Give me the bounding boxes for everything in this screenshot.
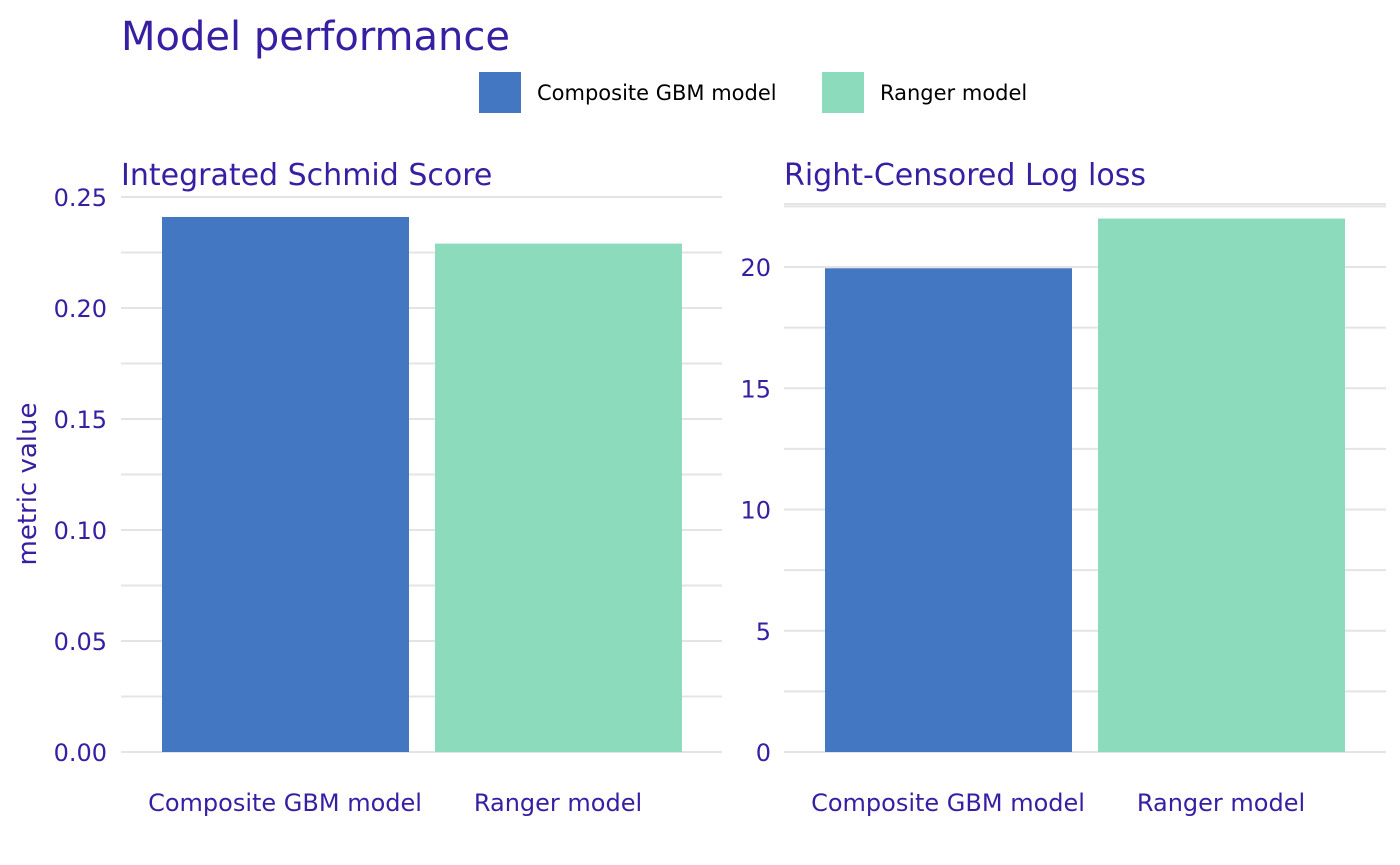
x-tick-label: Composite GBM model <box>811 789 1085 817</box>
y-tick-label: 0.10 <box>54 517 107 545</box>
y-tick-label: 15 <box>740 375 771 403</box>
x-tick-label: Ranger model <box>1137 789 1305 817</box>
legend-swatch-gbm <box>479 72 521 113</box>
bar <box>1098 218 1345 752</box>
y-tick-label: 5 <box>756 618 771 646</box>
panel-right-censored-log-loss: 0 5 10 15 20 Composite GBM model Ranger model R… <box>740 158 1386 817</box>
bar <box>162 216 409 753</box>
bar <box>825 268 1072 752</box>
legend: Composite GBM model Ranger model <box>479 72 1027 113</box>
legend-swatch-ranger <box>822 72 864 113</box>
x-tick-label: Composite GBM model <box>148 789 422 817</box>
y-tick-label: 0.15 <box>54 406 107 434</box>
legend-label-gbm: Composite GBM model <box>537 81 777 105</box>
y-tick-label: 0.25 <box>54 184 107 212</box>
y-tick-label: 0.00 <box>54 739 107 767</box>
y-tick-label: 0.05 <box>54 628 107 656</box>
y-tick-label: 0.20 <box>54 295 107 323</box>
panel-integrated-schmid-score: 0.00 0.05 0.10 0.15 0.20 0.25 Composite GBM mo… <box>54 158 722 817</box>
legend-label-ranger: Ranger model <box>880 81 1027 105</box>
bar <box>435 243 682 752</box>
y-axis-label: metric value <box>13 402 43 565</box>
y-tick-label: 0 <box>756 739 771 767</box>
x-tick-label: Ranger model <box>474 789 642 817</box>
panel-title: Right-Censored Log loss <box>784 158 1146 193</box>
y-tick-label: 10 <box>740 497 771 525</box>
chart-title: Model performance <box>121 14 510 60</box>
panel-title: Integrated Schmid Score <box>121 158 492 193</box>
y-tick-label: 20 <box>740 254 771 282</box>
